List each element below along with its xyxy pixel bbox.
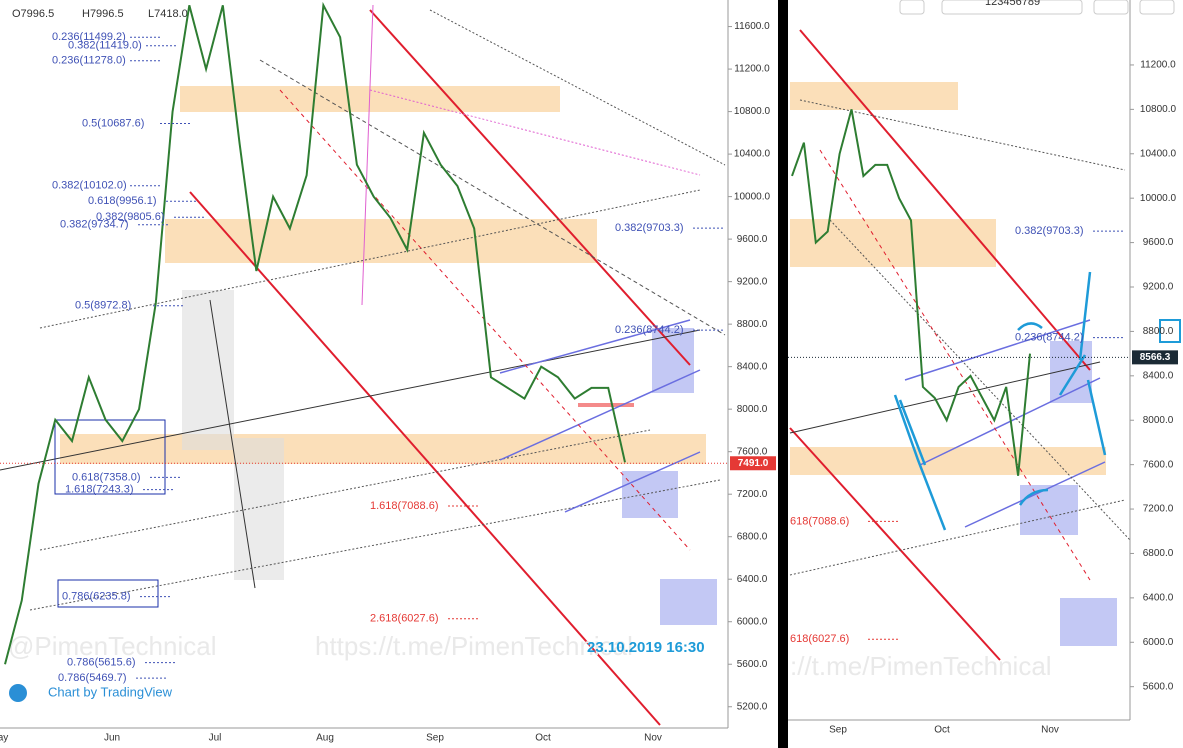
y-tick-label: 8000.0 xyxy=(1143,415,1174,426)
fib-label: 0.382(11419.0) xyxy=(68,40,142,52)
tv-logo[interactable] xyxy=(9,684,27,702)
y-tick-label: 10400.0 xyxy=(1140,148,1177,159)
y-tick-label: 6400.0 xyxy=(1143,593,1174,604)
last-price-box xyxy=(730,456,776,471)
fullscreen-button[interactable] xyxy=(1139,0,1175,15)
toolbar-text: 123456789 xyxy=(985,0,1040,8)
y-tick-label: 5200.0 xyxy=(737,701,768,712)
x-tick-label: ay xyxy=(0,733,8,744)
y-tick-label: 8800.0 xyxy=(1143,326,1174,337)
fib-label: 0.5(8972.8) xyxy=(75,300,131,312)
fib-label: 0.382(9805.6) xyxy=(96,211,165,223)
fib-label: 0.236(11499.2) xyxy=(52,31,126,43)
ohlc-open: O7996.5 xyxy=(12,8,54,20)
tv-branding[interactable]: Chart by TradingView xyxy=(48,684,173,699)
fib-label: 0.382(9703.3) xyxy=(615,222,684,234)
y-tick-label: 6800.0 xyxy=(1143,548,1174,559)
y-tick-label: 8800.0 xyxy=(737,319,768,330)
divider xyxy=(778,0,788,748)
last-price-label: 7491.0 xyxy=(738,458,769,469)
fib-label: 2.618(6027.6) xyxy=(370,613,439,625)
toolbar-button[interactable] xyxy=(899,0,925,15)
price-line xyxy=(791,109,1031,476)
y-tick-label: 7200.0 xyxy=(737,489,768,500)
y-tick-label: 10000.0 xyxy=(1140,193,1177,204)
y-tick-label: 7600.0 xyxy=(737,446,768,457)
y-tick-label: 10000.0 xyxy=(734,191,771,202)
fib-label: 0.786(5615.6) xyxy=(67,656,136,668)
y-tick-label: 11600.0 xyxy=(734,21,770,32)
fib-label: 0.382(10102.0) xyxy=(52,180,127,192)
y-tick-label: 6000.0 xyxy=(737,616,768,627)
watermark-author: @PimenTechnical xyxy=(8,631,216,661)
timestamp: 23.10.2019 16:30 xyxy=(587,639,705,656)
y-tick-label: 5600.0 xyxy=(737,659,768,670)
left-drawings xyxy=(0,4,726,726)
right-drawings xyxy=(789,29,1181,661)
settings-button[interactable] xyxy=(1093,0,1129,15)
ohlc-high: H7996.5 xyxy=(82,8,124,20)
x-tick-label: Nov xyxy=(1041,725,1059,736)
fib-label: 618(7088.6) xyxy=(790,515,849,527)
y-tick-label: 10400.0 xyxy=(734,149,771,160)
fib-label: 0.236(8744.2) xyxy=(1015,332,1084,344)
fib-label: 0.382(9734.7) xyxy=(60,219,129,231)
y-tick-label: 11200.0 xyxy=(1140,60,1176,71)
y-tick-label: 11200.0 xyxy=(734,64,770,75)
fib-label: 0.618(7358.0) xyxy=(72,471,141,483)
fib-label: 0.236(8744.2) xyxy=(615,324,684,336)
y-tick-label: 9200.0 xyxy=(1143,282,1174,293)
last-price-box xyxy=(1132,350,1178,365)
y-tick-label: 6800.0 xyxy=(737,531,768,542)
watermark-link: https://t.me/PimenTechnical xyxy=(315,631,633,661)
y-tick-label: 9600.0 xyxy=(1143,237,1174,248)
y-tick-label: 10800.0 xyxy=(734,106,771,117)
fib-label: 0.786(5469.7) xyxy=(58,672,127,684)
fib-label: 618(6027.6) xyxy=(790,633,849,645)
x-tick-label: Jun xyxy=(104,733,120,744)
y-tick-label: 5600.0 xyxy=(1143,681,1174,692)
y-tick-label: 9200.0 xyxy=(737,276,768,287)
fib-label: 1.618(7243.3) xyxy=(65,483,134,495)
y-tick-label: 8000.0 xyxy=(737,404,768,415)
x-tick-label: Sep xyxy=(426,733,444,744)
x-tick-label: Nov xyxy=(644,733,662,744)
x-tick-label: Oct xyxy=(934,725,950,736)
toolbar-field[interactable] xyxy=(941,0,1083,15)
fib-label: 0.5(10687.6) xyxy=(82,117,144,129)
x-tick-label: Aug xyxy=(316,733,334,744)
y-tick-label: 10800.0 xyxy=(1140,104,1177,115)
y-tick-label: 8400.0 xyxy=(1143,370,1174,381)
ohlc-low: L7418.0 xyxy=(148,8,188,20)
y-tick-label: 6000.0 xyxy=(1143,637,1174,648)
price-line xyxy=(4,1,626,665)
y-tick-label: 8400.0 xyxy=(737,361,768,372)
watermark-link-right: ://t.me/PimenTechnical xyxy=(790,651,1052,681)
fib-label: 0.382(9703.3) xyxy=(1015,225,1084,237)
y-tick-label: 9600.0 xyxy=(737,234,768,245)
y-tick-label: 7600.0 xyxy=(1143,459,1174,470)
fib-label: 0.786(6235.8) xyxy=(62,591,131,603)
fib-label: 0.236(11278.0) xyxy=(52,55,126,67)
last-price-label: 8566.3 xyxy=(1140,352,1171,363)
fib-label: 1.618(7088.6) xyxy=(370,500,439,512)
y-tick-label: 7200.0 xyxy=(1143,504,1174,515)
x-tick-label: Jul xyxy=(209,733,222,744)
fib-label: 0.618(9956.1) xyxy=(88,195,157,207)
x-tick-label: Sep xyxy=(829,725,847,736)
y-tick-label: 6400.0 xyxy=(737,574,768,585)
x-tick-label: Oct xyxy=(535,733,551,744)
